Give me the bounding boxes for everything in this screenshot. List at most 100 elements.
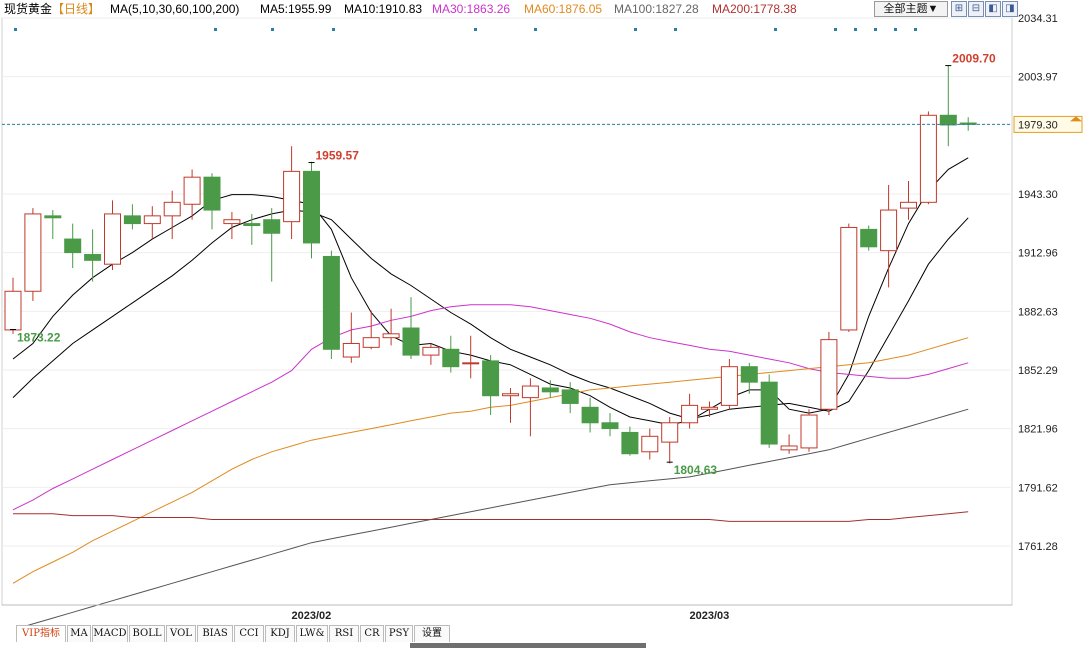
event-marker — [834, 28, 837, 31]
indicator-tab[interactable]: VIP指标 — [16, 625, 66, 642]
indicator-tab[interactable]: MACD — [92, 625, 128, 642]
zoom-out-icon[interactable]: ⊟ — [968, 1, 984, 17]
candle-body — [740, 366, 758, 383]
candle-body — [402, 327, 420, 356]
ma10-line — [12, 209, 969, 420]
event-marker — [271, 28, 274, 31]
candle-body — [502, 393, 519, 397]
ma100-legend: MA100:1827.28 — [614, 2, 699, 16]
y-tick-label: 2003.97 — [1018, 72, 1058, 84]
indicator-tab[interactable]: BOLL — [129, 625, 165, 642]
ma100-line — [27, 408, 969, 625]
candle-body — [382, 333, 400, 339]
candle-body — [44, 215, 62, 219]
candle-body — [442, 348, 460, 368]
event-marker — [634, 28, 637, 31]
x-tick-label: 2023/02 — [292, 610, 332, 622]
candle-body — [661, 422, 679, 443]
candle-body — [701, 406, 718, 410]
candle-body — [24, 213, 42, 292]
candle-body — [760, 381, 778, 445]
price-annotations: 2009.70 1959.57 1873.22 1804.63 — [10, 52, 996, 477]
candle-body — [681, 404, 699, 424]
ma60-legend: MA60:1876.05 — [524, 2, 603, 16]
price-annotation: 1804.63 — [674, 463, 718, 477]
current-price-label: 1979.30 — [1018, 119, 1058, 131]
event-marker — [332, 28, 335, 31]
candle-body — [860, 228, 878, 248]
candle-body — [482, 360, 500, 397]
zoom-in-icon[interactable]: ⊞ — [951, 1, 967, 17]
candle-body — [123, 215, 141, 225]
candle-body — [581, 406, 599, 424]
indicator-tab[interactable]: VOL — [166, 625, 196, 642]
candle-body — [780, 445, 798, 451]
y-tick-label: 1882.63 — [1018, 306, 1058, 318]
candle-body — [840, 226, 858, 331]
ma30-legend: MA30:1863.26 — [432, 2, 511, 16]
candle-body — [561, 389, 579, 404]
candle-body — [104, 213, 121, 265]
indicator-tabbar: VIP指标 MA MACD BOLL VOL BIAS CCI KDJ LW& RSI CR PSY 设… — [0, 625, 1086, 643]
candle-body — [163, 201, 181, 217]
indicator-tab[interactable]: CR — [360, 625, 384, 642]
indicator-tab[interactable]: BIAS — [197, 625, 233, 642]
candle-body — [362, 337, 380, 348]
event-marker — [874, 28, 877, 31]
candle-body — [462, 362, 480, 365]
indicator-tab[interactable]: 设置 — [414, 625, 450, 642]
price-annotation: 2009.70 — [952, 52, 996, 66]
y-tick-label: 2034.31 — [1018, 13, 1058, 25]
indicator-tab[interactable]: PSY — [385, 625, 413, 642]
ma10-legend: MA10:1910.83 — [344, 2, 423, 16]
period-label[interactable]: 【日线】 — [52, 2, 101, 16]
candle-body — [322, 255, 340, 350]
indicator-tab[interactable]: MA — [67, 625, 91, 642]
current-price-box — [1013, 115, 1083, 133]
indicator-tab[interactable]: CCI — [234, 625, 264, 642]
indicator-tab[interactable]: LW& — [296, 625, 328, 642]
candle-body — [900, 201, 917, 209]
candle-body — [143, 215, 161, 225]
indicator-tab[interactable]: KDJ — [265, 625, 295, 642]
candle-body — [422, 346, 440, 356]
candle-body — [820, 339, 838, 410]
candles — [4, 65, 977, 464]
y-tick-label: 1791.62 — [1018, 482, 1058, 494]
event-marker — [534, 28, 537, 31]
event-marker — [894, 28, 897, 31]
event-marker — [854, 28, 857, 31]
event-marker — [214, 28, 217, 31]
y-axis: 2034.31 2003.97 1943.30 1912.96 1882.63 1852.… — [2, 13, 1083, 553]
candle-body — [243, 223, 261, 227]
x-tick-label: 2023/03 — [690, 610, 730, 622]
event-marker — [774, 28, 777, 31]
candle-body — [342, 342, 360, 358]
event-marker — [474, 28, 477, 31]
indicator-tab[interactable]: RSI — [329, 625, 359, 642]
event-marker — [14, 28, 17, 31]
instrument-name: 现货黄金 — [4, 2, 53, 16]
candle-body — [4, 290, 22, 331]
ma-legend-params: MA(5,10,30,60,100,200) — [110, 2, 240, 16]
event-marker — [914, 28, 917, 31]
move-right-icon[interactable]: ◨ — [1002, 1, 1018, 17]
theme-select-button[interactable]: 全部主题▼ — [874, 1, 948, 17]
move-left-icon[interactable]: ◧ — [985, 1, 1001, 17]
candle-body — [880, 209, 898, 252]
y-tick-label: 1761.28 — [1018, 541, 1058, 553]
candle-body — [601, 422, 619, 430]
candle-body — [521, 385, 539, 399]
candle-body — [223, 219, 241, 225]
candle-body — [541, 387, 559, 393]
candle-body — [203, 176, 221, 211]
candle-body — [84, 254, 102, 261]
candle-body — [183, 176, 201, 205]
candlestick-chart[interactable]: 2034.31 2003.97 1943.30 1912.96 1882.63 1852.… — [0, 0, 1086, 625]
horizontal-scrollbar[interactable] — [410, 643, 646, 648]
ma200-legend: MA200:1778.38 — [712, 2, 797, 16]
ma200-line — [13, 511, 969, 522]
candle-body — [621, 431, 639, 455]
x-axis: 2023/02 2023/03 — [2, 604, 1012, 622]
candle-body — [939, 114, 957, 126]
